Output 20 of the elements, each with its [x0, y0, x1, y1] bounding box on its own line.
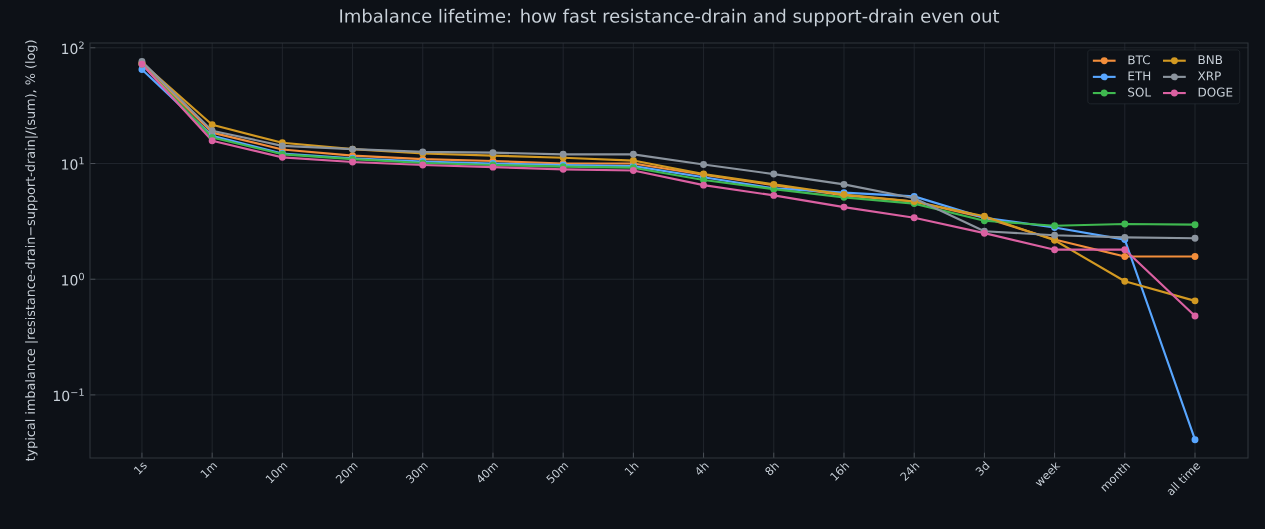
legend-label: BTC	[1128, 55, 1150, 65]
legend-label: XRP	[1197, 71, 1221, 81]
x-tick-label: 1s	[133, 462, 147, 475]
legend-label: SOL	[1128, 87, 1152, 97]
x-tick-label: 24h	[900, 463, 920, 482]
legend-label: ETH	[1128, 71, 1151, 81]
legend-label: BNB	[1198, 55, 1223, 65]
x-tick-label: 8h	[765, 463, 780, 476]
y-tick-label: 10$^{1}$	[62, 157, 84, 170]
x-tick-label: 1h	[624, 463, 639, 476]
y-tick-label: 10$^{−1}$	[53, 388, 84, 402]
x-tick-label: 4h	[696, 463, 709, 475]
y-tick-label: 10$^{0}$	[62, 272, 84, 286]
x-tick-label: 3d	[975, 460, 990, 476]
y-tick-label: 10$^{2}$	[62, 41, 84, 55]
chart-title: Imbalance lifetime: how fast resistance-drain and support-drain even out	[340, 8, 1000, 27]
y-axis-title: typical imbalance |resistance-drain−support-drain|/(sum), % (log)	[25, 40, 38, 462]
x-tick-label: 16h	[830, 463, 850, 481]
x-tick-label: 1m	[200, 463, 218, 479]
legend-label: DOGE	[1198, 87, 1233, 97]
